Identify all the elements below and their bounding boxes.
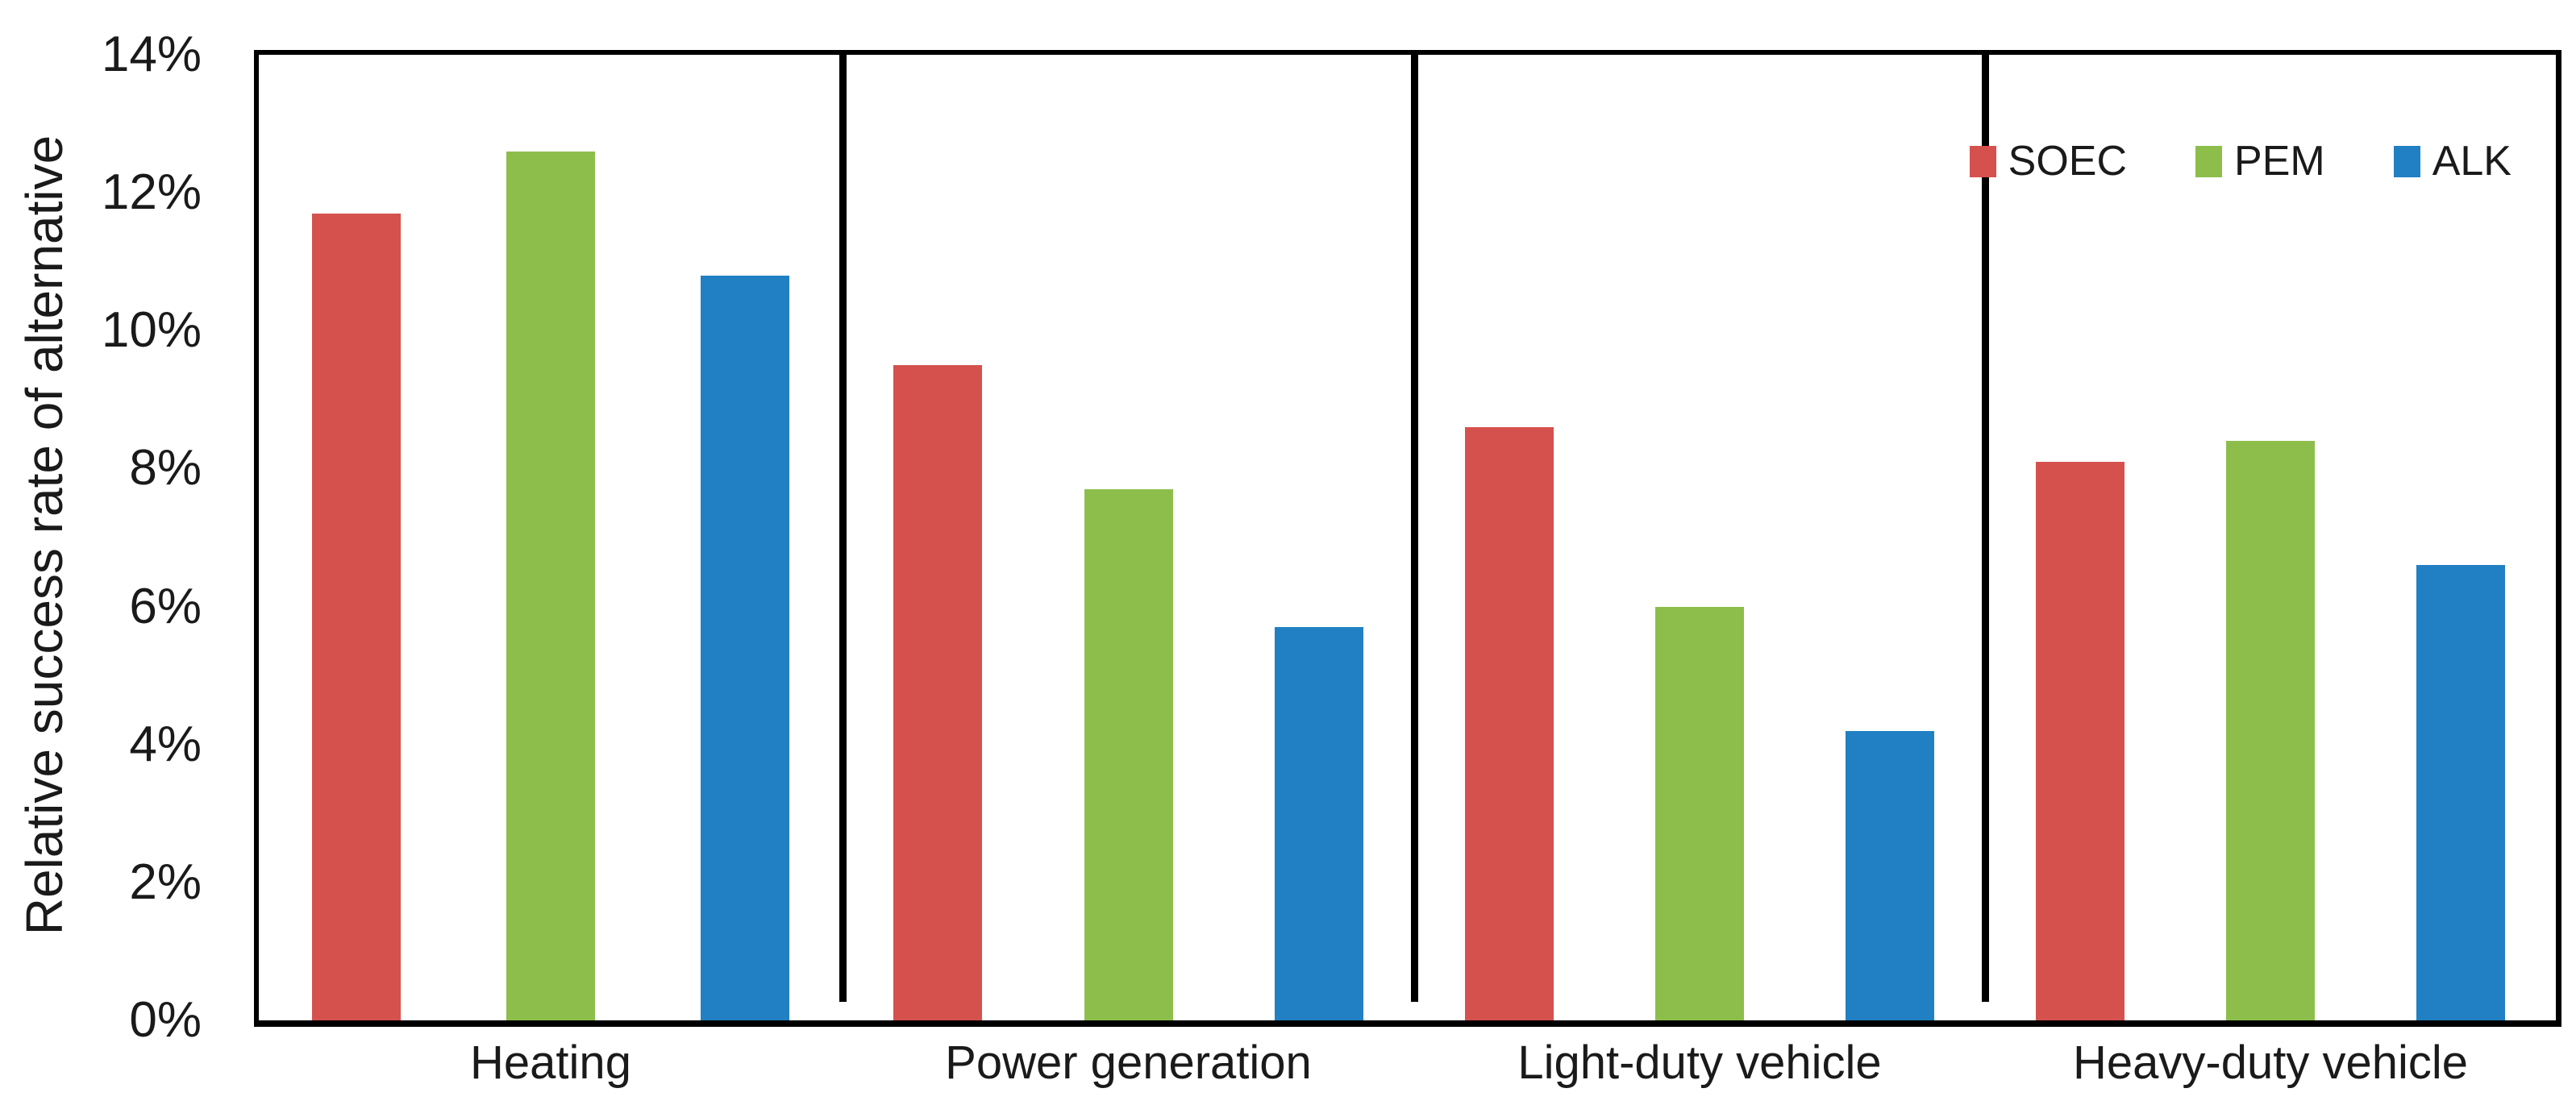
x-axis-label-heavy-duty-vehicle: Heavy-duty vehicle	[2073, 1036, 2468, 1089]
legend-item-soec: SOEC	[1969, 138, 2128, 185]
y-tick-label-4pct: 4%	[129, 716, 202, 772]
bar-alk-power-generation	[1274, 627, 1363, 1020]
legend-label-pem: PEM	[2234, 138, 2325, 185]
y-tick-label-8pct: 8%	[129, 440, 202, 496]
bar-soec-heating	[311, 213, 401, 1020]
legend-swatch-pem	[2195, 145, 2223, 177]
y-tick-label-10pct: 10%	[101, 302, 202, 359]
y-tick-label-0pct: 0%	[129, 992, 202, 1048]
x-axis-label-power-generation: Power generation	[945, 1036, 1312, 1089]
legend-swatch-soec	[1969, 145, 1996, 177]
y-tick-label-2pct: 2%	[129, 854, 202, 910]
legend-item-alk: ALK	[2393, 138, 2511, 185]
bar-alk-light-duty-vehicle	[1846, 730, 1934, 1020]
x-axis-label-light-duty-vehicle: Light-duty vehicle	[1517, 1036, 1882, 1089]
y-tick-label-6pct: 6%	[129, 578, 202, 634]
legend-item-pem: PEM	[2195, 140, 2325, 182]
category-divider-line-3	[1982, 55, 1989, 1002]
bar-pem-light-duty-vehicle	[1655, 606, 1744, 1020]
y-tick-label-14pct: 14%	[101, 27, 202, 82]
bar-soec-power-generation	[893, 365, 983, 1020]
legend-swatch-alk	[2393, 145, 2420, 177]
bar-soec-heavy-duty-vehicle	[2036, 461, 2124, 1020]
x-axis-label-heating: Heating	[470, 1036, 631, 1089]
bar-alk-heavy-duty-vehicle	[2416, 565, 2505, 1020]
legend-label-soec: SOEC	[2008, 138, 2128, 185]
legend-label-alk: ALK	[2432, 138, 2511, 185]
bar-alk-heating	[701, 275, 790, 1020]
category-divider-line-1	[839, 55, 847, 1002]
bar-pem-heating	[506, 151, 595, 1020]
legend: SOEC PEM ALK	[1969, 138, 2511, 185]
bar-pem-heavy-duty-vehicle	[2226, 441, 2315, 1020]
plot-inner-area	[259, 55, 2556, 1020]
y-tick-label-12pct: 12%	[101, 164, 202, 221]
bar-pem-power-generation	[1084, 489, 1173, 1020]
plot-area	[254, 50, 2561, 1027]
bar-soec-light-duty-vehicle	[1465, 427, 1554, 1020]
category-divider-line-2	[1411, 55, 1418, 1002]
